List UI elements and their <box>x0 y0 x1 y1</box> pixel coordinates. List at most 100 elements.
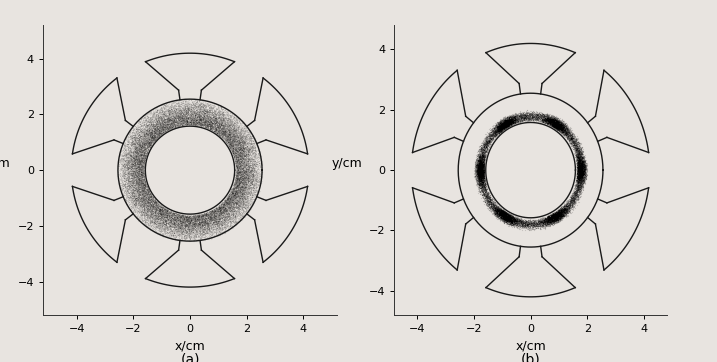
Point <box>494 206 505 211</box>
Point <box>153 117 164 123</box>
Point <box>141 187 152 193</box>
Point <box>234 152 245 158</box>
Point <box>549 211 561 217</box>
Point <box>132 159 143 165</box>
Point <box>238 154 250 160</box>
Point <box>181 233 192 239</box>
Point <box>574 180 585 186</box>
Point <box>257 161 268 167</box>
Point <box>202 106 214 112</box>
Point <box>547 214 559 219</box>
Point <box>550 125 561 131</box>
Point <box>172 97 184 103</box>
Point <box>203 211 214 217</box>
Point <box>123 165 134 171</box>
Point <box>499 122 511 128</box>
Point <box>148 225 159 231</box>
Point <box>164 228 176 234</box>
Point <box>133 183 145 189</box>
Point <box>511 117 523 122</box>
Point <box>200 221 212 227</box>
Point <box>218 228 229 234</box>
Point <box>125 151 136 157</box>
Point <box>158 215 169 221</box>
Point <box>538 218 550 224</box>
Point <box>543 118 554 124</box>
Point <box>509 118 521 123</box>
Point <box>223 125 234 130</box>
Point <box>247 166 258 172</box>
Point <box>169 213 181 219</box>
Point <box>498 127 509 133</box>
Point <box>134 127 146 133</box>
Point <box>234 202 245 208</box>
Point <box>135 161 146 167</box>
Point <box>503 117 514 122</box>
Point <box>230 188 242 194</box>
Point <box>556 129 567 134</box>
Point <box>503 117 515 123</box>
Point <box>133 134 145 140</box>
Point <box>519 223 531 229</box>
Point <box>156 114 167 120</box>
Point <box>497 125 508 130</box>
Point <box>151 111 163 117</box>
Point <box>130 129 141 134</box>
Point <box>224 127 235 132</box>
Point <box>214 121 226 127</box>
Point <box>208 110 219 115</box>
Point <box>524 219 536 224</box>
Point <box>500 216 511 222</box>
Point <box>543 219 555 224</box>
Point <box>576 170 587 176</box>
Point <box>113 176 125 181</box>
Point <box>490 208 501 214</box>
Point <box>120 164 131 170</box>
Point <box>220 201 232 207</box>
Point <box>475 160 487 165</box>
Point <box>137 118 148 124</box>
Point <box>227 208 238 214</box>
Point <box>575 150 587 156</box>
Point <box>541 118 552 124</box>
Point <box>121 191 133 197</box>
Point <box>138 180 150 186</box>
Point <box>482 145 493 151</box>
Point <box>184 115 196 121</box>
Point <box>158 122 169 128</box>
Point <box>576 165 588 171</box>
Point <box>500 123 512 129</box>
Point <box>215 117 227 123</box>
Point <box>209 218 220 223</box>
Point <box>143 209 154 214</box>
Point <box>204 222 216 228</box>
Point <box>165 115 176 121</box>
Point <box>136 199 148 205</box>
Point <box>163 213 174 219</box>
Point <box>508 214 520 220</box>
Point <box>575 175 587 181</box>
Point <box>212 220 223 226</box>
Point <box>552 211 564 216</box>
Point <box>232 189 244 195</box>
Point <box>151 122 162 127</box>
Point <box>133 174 144 180</box>
Point <box>158 114 169 119</box>
Point <box>236 178 247 184</box>
Point <box>193 122 204 127</box>
Point <box>126 172 138 178</box>
Point <box>473 168 484 174</box>
Point <box>122 164 133 170</box>
Point <box>557 122 569 127</box>
Point <box>195 219 206 225</box>
Point <box>214 120 225 126</box>
Point <box>522 221 533 227</box>
Point <box>229 152 241 158</box>
Point <box>494 127 505 132</box>
Point <box>566 206 578 212</box>
Point <box>224 199 236 205</box>
Point <box>116 169 128 175</box>
Point <box>485 203 497 209</box>
Point <box>138 218 150 223</box>
Point <box>567 193 579 199</box>
